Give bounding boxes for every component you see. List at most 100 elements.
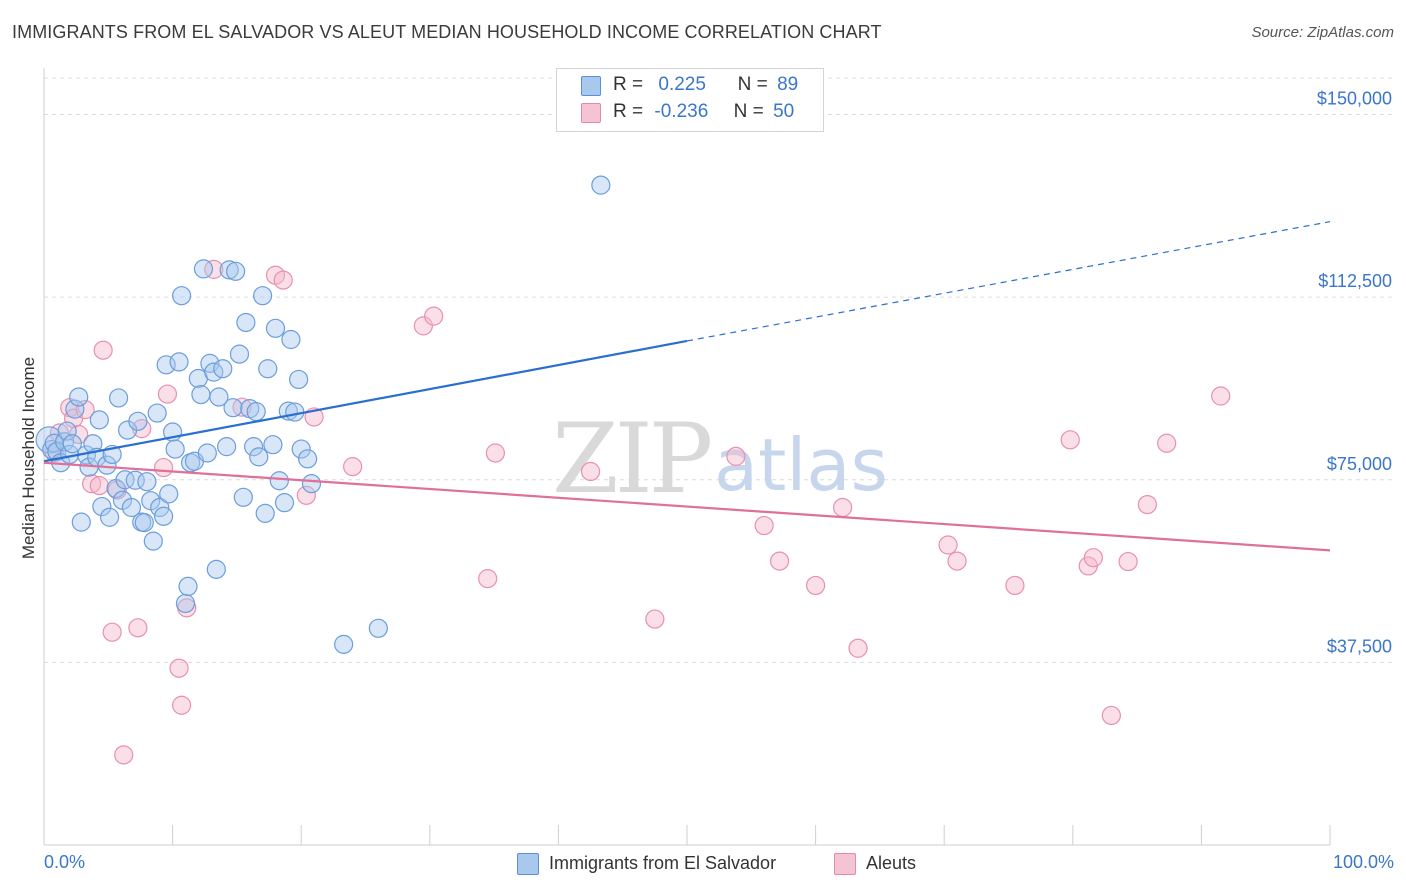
watermark: ZIP atlas: [552, 403, 888, 515]
data-point-el-salvador: [226, 261, 246, 281]
legend-n-label: N =: [733, 101, 764, 122]
data-point-el-salvador: [289, 369, 309, 390]
data-point-aleuts: [1005, 575, 1025, 596]
y-tick-label: $37,500: [1327, 636, 1392, 656]
data-point-aleuts: [1157, 433, 1177, 453]
data-point-el-salvador: [193, 259, 214, 279]
data-point-el-salvador: [219, 260, 239, 280]
data-point-el-salvador: [172, 286, 192, 306]
data-point-aleuts: [89, 476, 109, 496]
data-point-aleuts: [107, 480, 127, 500]
data-point-el-salvador: [265, 318, 286, 338]
data-point-el-salvador: [269, 471, 289, 491]
data-point-aleuts: [580, 461, 601, 482]
data-point-aleuts: [754, 515, 774, 536]
data-point-aleuts: [157, 384, 178, 404]
data-point-el-salvador: [249, 447, 269, 467]
data-point-el-salvador: [281, 329, 301, 350]
stats-legend: R = 0.225 N = 89 R = -0.236 N = 50: [556, 68, 824, 132]
data-point-el-salvador: [62, 434, 82, 454]
legend-r-value: 0.225: [658, 74, 706, 95]
data-point-aleuts: [726, 446, 746, 466]
legend-n-value: 50: [773, 101, 795, 122]
data-point-aleuts: [296, 485, 316, 505]
bottom-legend-swatch-pink: [834, 853, 856, 875]
bottom-legend-label: Immigrants from El Salvador: [549, 853, 777, 873]
data-point-el-salvador: [255, 503, 275, 523]
data-point-el-salvador: [291, 439, 311, 459]
x-tick-label-100: 100.0%: [1333, 852, 1394, 872]
legend-swatch-blue: [581, 76, 601, 96]
data-point-aleuts: [204, 259, 224, 279]
data-point-aleuts: [81, 474, 102, 494]
data-point-aleuts: [273, 270, 293, 290]
data-point-el-salvador: [258, 359, 278, 379]
data-point-el-salvador: [99, 507, 120, 527]
data-point-el-salvador: [69, 387, 89, 407]
data-point-el-salvador: [209, 387, 229, 407]
data-point-aleuts: [102, 622, 122, 642]
legend-n-label: N =: [737, 74, 768, 95]
trend-line-el-salvador: [43, 339, 688, 463]
data-point-el-salvador: [143, 531, 163, 551]
data-point-el-salvador: [147, 403, 167, 423]
data-point-el-salvador: [334, 634, 354, 654]
data-point-el-salvador: [298, 449, 318, 469]
y-tick-labels: $37,500 $75,000 $112,500 $150,000: [1317, 89, 1392, 657]
data-point-aleuts: [1060, 430, 1080, 450]
data-point-aleuts: [128, 618, 148, 638]
data-point-aleuts: [93, 340, 113, 360]
data-point-el-salvador: [274, 493, 295, 513]
data-point-aleuts: [343, 457, 363, 477]
data-point-el-salvador: [137, 472, 157, 492]
watermark-atlas: atlas: [714, 423, 888, 507]
data-point-el-salvador: [71, 512, 91, 532]
data-point-aleuts: [769, 551, 790, 571]
watermark-zip: ZIP: [552, 403, 711, 515]
trend-lines: [43, 221, 1331, 552]
y-tick-label: $75,000: [1327, 454, 1392, 474]
bottom-legend-label: Aleuts: [866, 853, 917, 873]
x-tick-label-0: 0.0%: [44, 852, 85, 872]
data-point-el-salvador: [217, 437, 237, 457]
legend-r-label: R =: [613, 74, 644, 95]
data-point-el-salvador: [159, 484, 179, 504]
data-point-el-salvador: [213, 359, 233, 379]
data-point-el-salvador: [233, 487, 253, 507]
data-point-el-salvador: [197, 443, 217, 463]
bottom-legend-swatch-blue: [517, 853, 539, 875]
chart-source: Source: ZipAtlas.com: [1251, 24, 1394, 41]
data-point-el-salvador: [57, 421, 77, 441]
data-point-aleuts: [1211, 386, 1231, 406]
data-point-el-salvador: [244, 437, 264, 457]
y-tick-label: $150,000: [1317, 89, 1392, 109]
data-point-el-salvador: [301, 474, 322, 494]
data-point-el-salvador: [229, 344, 250, 364]
data-point-el-salvador: [246, 401, 266, 422]
data-point-aleuts: [947, 551, 967, 571]
data-point-aleuts: [424, 306, 444, 326]
data-point-el-salvador: [128, 411, 148, 431]
data-point-el-salvador: [178, 576, 198, 597]
data-point-aleuts: [169, 658, 189, 678]
legend-r-value: -0.236: [654, 101, 709, 122]
y-axis-label: Median Household Income: [19, 357, 38, 559]
data-point-aleuts: [805, 575, 826, 596]
trend-line-aleuts: [43, 461, 1331, 552]
data-point-aleuts: [1137, 494, 1157, 515]
data-point-el-salvador: [236, 312, 256, 333]
data-point-aleuts: [1118, 551, 1138, 572]
data-point-el-salvador: [591, 175, 611, 195]
data-point-el-salvador: [191, 384, 211, 405]
series-aleuts: [44, 259, 1231, 765]
data-point-aleuts: [485, 443, 505, 463]
data-point-aleuts: [172, 695, 192, 715]
data-point-el-salvador: [253, 286, 273, 306]
data-point-el-salvador: [263, 435, 283, 455]
grid-lines: [44, 77, 1394, 663]
data-point-aleuts: [413, 316, 433, 336]
data-point-el-salvador: [115, 470, 135, 490]
data-point-aleuts: [1083, 548, 1103, 568]
data-point-el-salvador: [92, 496, 112, 517]
